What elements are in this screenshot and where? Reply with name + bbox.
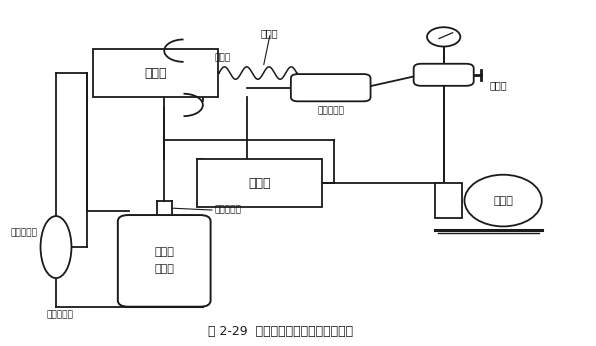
Text: 三通阀: 三通阀 bbox=[490, 80, 507, 90]
Text: 图 2-29  单侧抽真空系统连接图（三）: 图 2-29 单侧抽真空系统连接图（三） bbox=[207, 325, 353, 338]
Bar bbox=[434, 183, 461, 218]
Bar bbox=[197, 159, 322, 208]
Circle shape bbox=[427, 27, 460, 46]
FancyBboxPatch shape bbox=[414, 64, 474, 86]
Ellipse shape bbox=[464, 175, 542, 226]
Bar bbox=[93, 49, 218, 97]
Text: 气液分离器: 气液分离器 bbox=[11, 229, 38, 238]
Text: 高压排气管: 高压排气管 bbox=[215, 206, 241, 215]
Text: 干燥过滤器: 干燥过滤器 bbox=[317, 107, 344, 116]
FancyBboxPatch shape bbox=[291, 74, 371, 101]
Text: 毛细管: 毛细管 bbox=[261, 28, 278, 38]
Text: 旋转式: 旋转式 bbox=[154, 247, 174, 257]
Text: 真空泵: 真空泵 bbox=[493, 195, 513, 206]
Text: 低压吸气管: 低压吸气管 bbox=[46, 311, 73, 320]
Text: 压缩机: 压缩机 bbox=[154, 264, 174, 274]
FancyBboxPatch shape bbox=[118, 215, 210, 307]
Text: 除霜管: 除霜管 bbox=[215, 53, 231, 62]
Text: 冷凝器: 冷凝器 bbox=[248, 177, 271, 190]
Text: 蒸发器: 蒸发器 bbox=[144, 66, 166, 80]
Ellipse shape bbox=[41, 216, 72, 278]
